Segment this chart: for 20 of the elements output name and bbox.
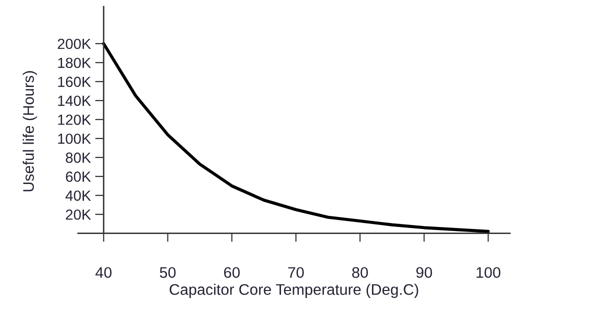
y-tick-label: 80K xyxy=(66,152,91,163)
x-tick-label: 40 xyxy=(95,267,112,278)
line-series xyxy=(102,42,490,233)
x-tick-label: 50 xyxy=(160,267,176,278)
y-tick-label: 60K xyxy=(66,172,91,182)
y-tick-label: 100K xyxy=(58,134,91,144)
x-tick-label: 100 xyxy=(476,267,500,278)
y-tick-label: 160K xyxy=(58,76,91,87)
x-tick-label: 90 xyxy=(416,267,432,278)
y-tick-label: 180K xyxy=(58,58,91,68)
y-tick-label: 140K xyxy=(58,96,91,106)
y-tick-label: 20K xyxy=(66,209,91,220)
x-axis-title: Capacitor Core Temperature (Deg.C) xyxy=(170,284,418,298)
x-tick-label: 70 xyxy=(288,267,304,278)
y-tick-label: 200K xyxy=(58,38,91,50)
y-tick-label: 120K xyxy=(58,114,91,125)
y-tick-label: 40K xyxy=(66,190,91,201)
x-tick-label: 80 xyxy=(352,267,368,278)
x-tick-label: 60 xyxy=(224,267,240,278)
y-axis-title: Useful life (Hours) xyxy=(22,71,37,192)
